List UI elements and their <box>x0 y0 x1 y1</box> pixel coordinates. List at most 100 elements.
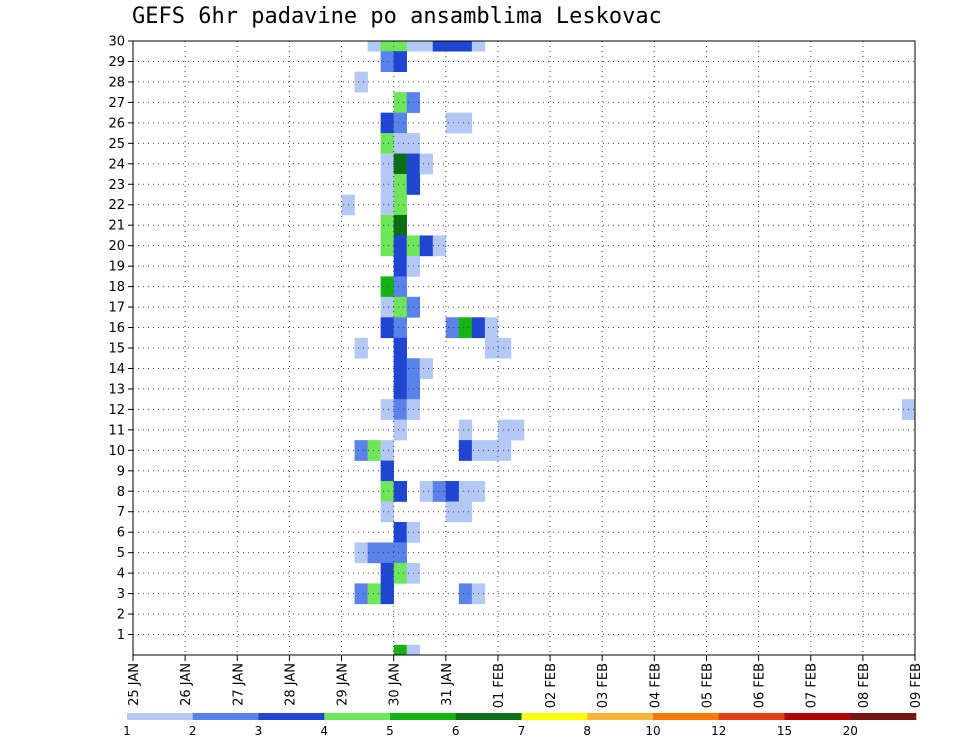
x-tick-label: 31 JAN <box>440 663 455 706</box>
heatmap-cell <box>406 644 421 656</box>
heatmap-cell <box>458 317 473 339</box>
heatmap-cell <box>393 112 407 134</box>
heatmap-cell <box>367 583 381 605</box>
heatmap-cell <box>484 337 499 359</box>
heatmap-cell <box>393 51 407 72</box>
heatmap-cell <box>393 399 407 420</box>
cells-layer <box>341 41 916 656</box>
y-tick-label: 7 <box>117 505 125 520</box>
y-tick-label: 26 <box>108 116 125 131</box>
chart-title: GEFS 6hr padavine po ansamblima Leskovac <box>132 4 662 29</box>
heatmap-cell <box>354 542 368 564</box>
heatmap-cell <box>354 440 368 461</box>
heatmap-cell <box>445 317 460 339</box>
y-tick-label: 30 <box>108 35 125 50</box>
heatmap-cell <box>432 481 447 502</box>
y-tick-label: 13 <box>108 382 125 397</box>
heatmap-cell <box>393 481 407 502</box>
x-tick-label: 27 JAN <box>231 663 246 706</box>
heatmap-cell <box>393 521 407 543</box>
colorbar-swatch <box>192 713 259 720</box>
y-tick-label: 27 <box>108 96 125 111</box>
x-tick-label: 01 FEB <box>492 663 507 708</box>
y-tick-label: 25 <box>108 137 125 152</box>
x-tick-label: 29 JAN <box>336 663 351 706</box>
colorbar-swatch <box>521 713 588 720</box>
heatmap-cell <box>458 440 473 461</box>
heatmap-cell <box>393 214 407 236</box>
y-tick-label: 19 <box>108 260 125 275</box>
heatmap-cell <box>393 378 407 400</box>
heatmap-cell <box>393 174 407 195</box>
heatmap-cell <box>432 41 447 52</box>
heatmap-cell <box>380 542 394 564</box>
y-tick-label: 1 <box>117 628 125 643</box>
heatmap-cell <box>510 419 525 441</box>
colorbar-label: 8 <box>583 724 591 738</box>
colorbar-label: 5 <box>386 724 394 738</box>
heatmap-cell <box>393 235 407 257</box>
heatmap-cell <box>380 562 394 584</box>
y-tick-label: 11 <box>108 423 125 438</box>
x-tick-label: 26 JAN <box>179 663 194 706</box>
heatmap-cell <box>367 41 381 52</box>
colorbar-swatch <box>718 713 785 720</box>
x-tick-label: 08 FEB <box>857 663 872 708</box>
heatmap-cell <box>419 358 434 379</box>
grid-layer <box>133 41 915 655</box>
heatmap-cell <box>393 337 407 359</box>
y-tick-label: 16 <box>108 321 125 336</box>
heatmap-cell <box>393 317 407 339</box>
y-tick-label: 21 <box>108 219 125 234</box>
heatmap-cell <box>458 41 473 52</box>
colorbar-label: 7 <box>518 724 526 738</box>
heatmap-cell <box>380 153 394 175</box>
y-tick-label: 12 <box>108 403 125 418</box>
colorbar-swatch <box>455 713 522 720</box>
heatmap-cell <box>380 460 394 482</box>
y-tick-label: 24 <box>108 157 125 172</box>
x-tick-label: 28 JAN <box>283 663 298 706</box>
heatmap-cell <box>497 440 512 461</box>
heatmap-cell <box>458 501 473 523</box>
heatmap-cell <box>393 644 407 656</box>
heatmap-cell <box>380 214 394 236</box>
y-tick-label: 15 <box>108 342 125 357</box>
colorbar-label: 20 <box>843 724 858 738</box>
colorbar-label: 15 <box>777 724 792 738</box>
x-tick-label: 04 FEB <box>648 663 663 708</box>
heatmap-cell <box>380 194 394 216</box>
heatmap-cell <box>445 112 460 134</box>
heatmap-cell <box>380 583 394 605</box>
colorbar-swatch <box>784 713 851 720</box>
heatmap-cell <box>458 481 473 502</box>
colorbar-label: 6 <box>452 724 460 738</box>
y-tick-label: 17 <box>108 301 125 316</box>
x-tick-label: 03 FEB <box>596 663 611 708</box>
colorbar-swatch <box>587 713 654 720</box>
colorbar-swatch <box>324 713 391 720</box>
colorbar: 1 2 3 4 5 6 7 8 10 12 15 20 <box>123 713 917 738</box>
heatmap-cell <box>458 112 473 134</box>
y-tick-label: 6 <box>117 526 125 541</box>
heatmap-cell <box>380 481 394 502</box>
heatmap-cell <box>497 419 512 441</box>
heatmap-cell <box>484 317 499 339</box>
y-tick-label: 20 <box>108 239 125 254</box>
heatmap-cell <box>380 235 394 257</box>
y-tick-label: 2 <box>117 608 125 623</box>
colorbar-swatch <box>390 713 457 720</box>
y-tick-label: 8 <box>117 485 125 500</box>
heatmap-cell <box>393 542 407 564</box>
heatmap-cell <box>419 235 434 257</box>
y-tick-label: 5 <box>117 546 125 561</box>
heatmap-cell <box>380 317 394 339</box>
heatmap-cell <box>393 133 407 154</box>
x-tick-label: 30 JAN <box>388 663 403 706</box>
colorbar-label: 2 <box>189 724 197 738</box>
heatmap-cell <box>380 399 394 420</box>
x-tick-label: 05 FEB <box>700 663 715 708</box>
y-tick-label: 10 <box>108 444 125 459</box>
heatmap-cell <box>445 41 460 52</box>
